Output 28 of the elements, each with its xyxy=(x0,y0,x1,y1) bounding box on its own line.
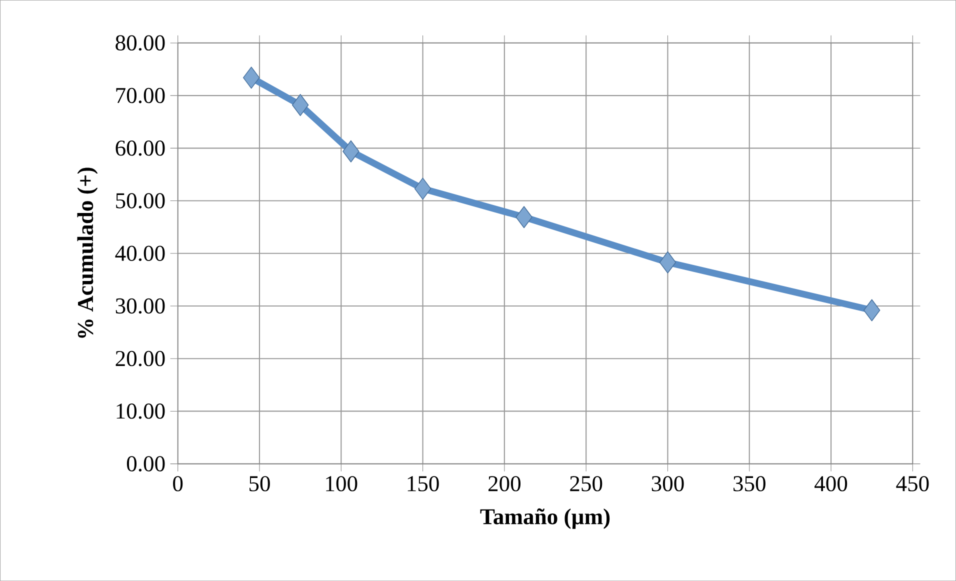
y-tick-label: 10.00 xyxy=(116,403,165,419)
y-tick-label: 60.00 xyxy=(116,140,165,156)
y-tick-label: 30.00 xyxy=(116,298,165,314)
point xyxy=(242,66,260,89)
point xyxy=(659,251,676,274)
y-axis-title: % Acumulado (+) xyxy=(77,168,98,338)
x-tick-label: 50 xyxy=(250,476,270,492)
y-tick-label: 50.00 xyxy=(116,193,165,208)
y-tick-label: 40.00 xyxy=(115,246,165,261)
point xyxy=(516,206,532,228)
y-tick-label: 20.00 xyxy=(116,350,165,366)
x-tick-label: 450 xyxy=(896,476,929,492)
x-tick-label: 100 xyxy=(326,476,358,492)
point xyxy=(292,94,309,116)
x-tick-label: 400 xyxy=(814,476,848,492)
x-tick-label: 300 xyxy=(652,476,684,492)
y-tick-label: 0.00 xyxy=(126,456,165,472)
x-axis-title: Tamaño (µm) xyxy=(480,508,610,529)
x-tick-label: 0 xyxy=(173,476,183,492)
y-tick-label: 70.00 xyxy=(116,88,165,104)
point xyxy=(414,178,432,200)
point xyxy=(342,140,360,162)
x-tick-label: 250 xyxy=(570,476,602,492)
x-tick-label: 150 xyxy=(408,476,439,492)
x-tick-label: 200 xyxy=(488,476,521,492)
point xyxy=(863,299,880,322)
x-tick-label: 350 xyxy=(734,476,766,492)
y-tick-label: 80.00 xyxy=(116,35,165,51)
